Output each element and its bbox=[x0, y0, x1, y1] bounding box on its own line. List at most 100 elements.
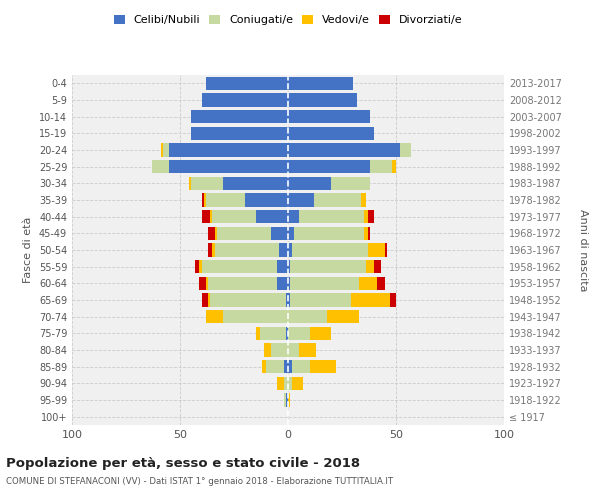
Bar bbox=[208, 226, 215, 240]
Bar bbox=[290, 276, 359, 290]
Bar bbox=[361, 194, 366, 206]
Bar bbox=[256, 326, 260, 340]
Bar bbox=[288, 310, 327, 324]
Bar bbox=[262, 360, 266, 374]
Bar bbox=[277, 376, 284, 390]
Bar bbox=[191, 126, 288, 140]
Bar bbox=[288, 326, 310, 340]
Bar bbox=[288, 260, 290, 274]
Bar bbox=[288, 160, 370, 173]
Bar bbox=[286, 326, 288, 340]
Bar bbox=[199, 260, 202, 274]
Bar bbox=[280, 244, 288, 256]
Bar bbox=[288, 76, 353, 90]
Bar bbox=[210, 294, 286, 306]
Bar bbox=[199, 276, 206, 290]
Bar bbox=[385, 244, 388, 256]
Bar bbox=[264, 344, 271, 356]
Bar bbox=[292, 360, 310, 374]
Bar bbox=[392, 160, 396, 173]
Bar bbox=[215, 244, 280, 256]
Bar bbox=[212, 244, 215, 256]
Y-axis label: Anni di nascita: Anni di nascita bbox=[578, 208, 589, 291]
Bar bbox=[191, 110, 288, 124]
Bar bbox=[292, 376, 303, 390]
Bar bbox=[288, 126, 374, 140]
Bar bbox=[223, 176, 288, 190]
Bar bbox=[288, 194, 314, 206]
Bar bbox=[288, 94, 357, 106]
Bar bbox=[400, 144, 411, 156]
Bar bbox=[284, 360, 288, 374]
Bar bbox=[163, 144, 169, 156]
Bar bbox=[368, 226, 370, 240]
Bar bbox=[208, 276, 277, 290]
Bar bbox=[288, 344, 299, 356]
Bar bbox=[299, 210, 364, 224]
Bar bbox=[208, 244, 212, 256]
Bar bbox=[288, 244, 292, 256]
Text: COMUNE DI STEFANACONI (VV) - Dati ISTAT 1° gennaio 2018 - Elaborazione TUTTITALI: COMUNE DI STEFANACONI (VV) - Dati ISTAT … bbox=[6, 478, 393, 486]
Bar bbox=[245, 194, 288, 206]
Bar bbox=[299, 344, 316, 356]
Bar bbox=[366, 260, 374, 274]
Bar bbox=[364, 226, 368, 240]
Bar bbox=[288, 376, 292, 390]
Bar bbox=[208, 294, 210, 306]
Bar bbox=[290, 260, 366, 274]
Bar bbox=[191, 176, 223, 190]
Bar bbox=[277, 260, 288, 274]
Bar bbox=[169, 160, 288, 173]
Bar bbox=[271, 344, 288, 356]
Bar bbox=[202, 260, 277, 274]
Y-axis label: Fasce di età: Fasce di età bbox=[23, 217, 33, 283]
Bar bbox=[288, 394, 290, 406]
Bar bbox=[350, 294, 389, 306]
Bar bbox=[271, 226, 288, 240]
Bar bbox=[389, 294, 396, 306]
Bar bbox=[206, 276, 208, 290]
Bar bbox=[277, 276, 288, 290]
Bar bbox=[188, 176, 191, 190]
Bar bbox=[288, 226, 295, 240]
Bar bbox=[288, 210, 299, 224]
Bar bbox=[292, 244, 368, 256]
Bar bbox=[152, 160, 169, 173]
Bar bbox=[206, 310, 223, 324]
Bar bbox=[202, 194, 204, 206]
Bar bbox=[161, 144, 163, 156]
Bar bbox=[370, 160, 392, 173]
Bar bbox=[223, 310, 288, 324]
Bar bbox=[206, 76, 288, 90]
Bar bbox=[310, 360, 335, 374]
Bar bbox=[288, 360, 292, 374]
Bar bbox=[202, 94, 288, 106]
Bar bbox=[288, 110, 370, 124]
Bar bbox=[288, 144, 400, 156]
Bar bbox=[374, 260, 381, 274]
Bar bbox=[310, 326, 331, 340]
Bar bbox=[288, 176, 331, 190]
Bar bbox=[327, 310, 359, 324]
Bar bbox=[260, 326, 286, 340]
Bar bbox=[290, 294, 350, 306]
Bar bbox=[314, 194, 361, 206]
Bar bbox=[215, 226, 217, 240]
Bar bbox=[284, 376, 288, 390]
Bar bbox=[256, 210, 288, 224]
Bar bbox=[368, 210, 374, 224]
Bar bbox=[377, 276, 385, 290]
Bar bbox=[359, 276, 377, 290]
Bar bbox=[295, 226, 364, 240]
Bar bbox=[217, 226, 271, 240]
Bar bbox=[195, 260, 199, 274]
Bar bbox=[368, 244, 385, 256]
Bar bbox=[206, 194, 245, 206]
Bar bbox=[202, 294, 208, 306]
Bar bbox=[212, 210, 256, 224]
Bar bbox=[284, 394, 286, 406]
Bar bbox=[204, 194, 206, 206]
Bar bbox=[331, 176, 370, 190]
Bar bbox=[169, 144, 288, 156]
Text: Popolazione per età, sesso e stato civile - 2018: Popolazione per età, sesso e stato civil… bbox=[6, 458, 360, 470]
